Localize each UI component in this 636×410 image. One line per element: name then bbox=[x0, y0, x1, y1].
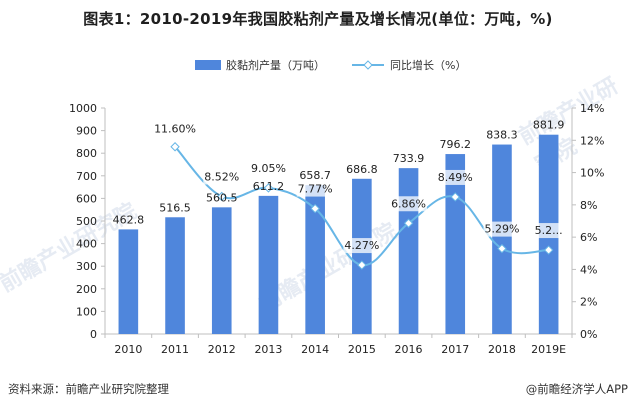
bar-value-label: 838.3 bbox=[486, 129, 518, 142]
x-tick-label: 2017 bbox=[441, 343, 469, 356]
legend-line-marker bbox=[363, 60, 373, 70]
y-tick-left: 0 bbox=[90, 328, 97, 341]
y-tick-right: 12% bbox=[580, 134, 604, 147]
y-tick-left: 300 bbox=[76, 260, 97, 273]
growth-value-label: 5.29% bbox=[484, 223, 519, 236]
axes: 0 100 200 300 400 500 600 700 800 900 1000 0% 2% 4% 6%… bbox=[69, 102, 604, 356]
growth-value-label: 9.05% bbox=[251, 162, 286, 175]
y-tick-left: 1000 bbox=[69, 102, 97, 115]
y-tick-left: 100 bbox=[76, 305, 97, 318]
growth-label-bg bbox=[436, 169, 474, 185]
bar-value-label: 686.8 bbox=[346, 163, 378, 176]
bar-value-label: 516.5 bbox=[159, 201, 191, 214]
growth-label-bg bbox=[153, 121, 197, 137]
y-tick-right: 6% bbox=[580, 231, 597, 244]
y-tick-right: 4% bbox=[580, 263, 597, 276]
growth-point bbox=[170, 142, 180, 152]
bar bbox=[352, 178, 372, 334]
y-tick-right: 2% bbox=[580, 296, 597, 309]
x-tick-label: 2016 bbox=[395, 343, 423, 356]
legend-bar-label: 胶黏剂产量（万吨） bbox=[226, 58, 325, 72]
bars bbox=[118, 134, 559, 334]
x-tick-label: 2010 bbox=[114, 343, 142, 356]
bar-value-label: 560.5 bbox=[206, 191, 238, 204]
y-tick-right: 10% bbox=[580, 167, 604, 180]
data-labels: 462.8 516.5 560.5 611.2 658.7 686.8 733.9 796.2… bbox=[113, 119, 571, 254]
growth-value-label: 5.2... bbox=[535, 224, 563, 237]
y-tick-left: 600 bbox=[76, 192, 97, 205]
growth-value-label: 7.77% bbox=[298, 183, 333, 196]
y-tick-left: 900 bbox=[76, 125, 97, 138]
y-tick-left: 500 bbox=[76, 215, 97, 228]
y-tick-right: 8% bbox=[580, 199, 597, 212]
growth-label-bg bbox=[483, 221, 521, 237]
growth-value-label: 11.60% bbox=[154, 123, 196, 136]
y-tick-left: 700 bbox=[76, 170, 97, 183]
growth-point bbox=[497, 243, 507, 254]
x-tick-label: 2018 bbox=[488, 343, 516, 356]
x-tick-label: 2012 bbox=[208, 343, 236, 356]
bar bbox=[492, 144, 512, 334]
source-note: 资料来源：前瞻产业研究院整理 bbox=[8, 382, 169, 396]
y-tick-left: 400 bbox=[76, 238, 97, 251]
x-tick-label: 2011 bbox=[161, 343, 189, 356]
bar-value-label: 796.2 bbox=[440, 138, 472, 151]
legend: 胶黏剂产量（万吨） 同比增长（%） bbox=[195, 58, 466, 72]
bar bbox=[118, 229, 139, 334]
growth-point bbox=[543, 245, 554, 255]
x-tick-label: 2014 bbox=[301, 343, 329, 356]
bar-value-label: 881.9 bbox=[533, 119, 565, 132]
growth-label-bg bbox=[390, 196, 428, 212]
legend-bar-swatch bbox=[195, 60, 221, 70]
growth-label-bg bbox=[526, 223, 571, 239]
y-tick-left: 200 bbox=[76, 283, 97, 296]
growth-label-bg bbox=[249, 160, 287, 176]
brand-note: @前瞻经济学人APP bbox=[525, 382, 628, 396]
growth-point bbox=[217, 191, 227, 202]
growth-point bbox=[450, 192, 460, 202]
y-tick-left: 800 bbox=[76, 147, 97, 160]
bar bbox=[305, 185, 325, 334]
bar-value-label: 462.8 bbox=[113, 213, 145, 226]
growth-value-label: 6.86% bbox=[391, 197, 426, 210]
growth-value-label: 8.49% bbox=[438, 171, 473, 184]
bar bbox=[211, 207, 232, 334]
growth-value-label: 8.52% bbox=[204, 170, 239, 183]
bar-value-label: 611.2 bbox=[253, 180, 285, 193]
x-tick-label: 2015 bbox=[348, 343, 376, 356]
growth-point bbox=[403, 218, 414, 228]
y-tick-right: 14% bbox=[580, 102, 604, 115]
y-tick-right: 0% bbox=[580, 328, 597, 341]
growth-label-bg bbox=[343, 238, 381, 254]
x-tick-label: 2013 bbox=[254, 343, 282, 356]
bar bbox=[165, 217, 185, 334]
bar bbox=[398, 168, 419, 334]
legend-line-label: 同比增长（%） bbox=[390, 58, 466, 72]
bar bbox=[258, 195, 279, 334]
growth-label-bg bbox=[296, 181, 334, 197]
growth-point bbox=[263, 183, 274, 193]
growth-value-label: 4.27% bbox=[344, 239, 379, 252]
growth-point bbox=[357, 260, 367, 270]
bar-value-label: 658.7 bbox=[299, 169, 331, 182]
x-tick-label: 2019E bbox=[531, 343, 566, 356]
bar-value-label: 733.9 bbox=[393, 152, 425, 165]
growth-point bbox=[310, 203, 320, 214]
growth-label-bg bbox=[203, 169, 241, 185]
chart-title: 图表1：2010-2019年我国胶粘剂产量及增长情况(单位：万吨，%) bbox=[83, 10, 553, 28]
